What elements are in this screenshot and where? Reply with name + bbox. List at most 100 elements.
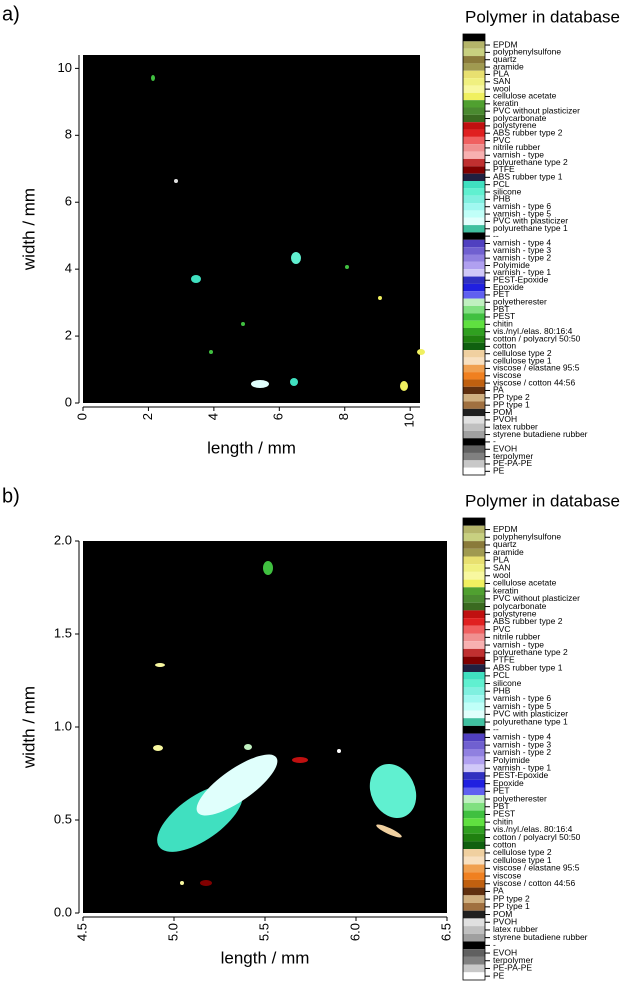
legend-swatch bbox=[463, 122, 485, 130]
legend-swatch bbox=[463, 702, 485, 711]
legend-swatch bbox=[463, 972, 485, 980]
legend-swatch bbox=[463, 533, 485, 542]
legend-swatch bbox=[463, 556, 485, 565]
legend-swatch bbox=[463, 416, 485, 424]
legend-label: varnish - type 5 bbox=[493, 208, 551, 218]
y-tick-label: 10 bbox=[58, 60, 72, 75]
legend-swatch bbox=[463, 269, 485, 277]
legend-label: cellulose acetate bbox=[493, 91, 557, 101]
legend-label: PP type 1 bbox=[493, 399, 530, 409]
legend-swatch bbox=[463, 445, 485, 453]
legend-swatch bbox=[463, 810, 485, 819]
x-tick-label: 10 bbox=[402, 413, 417, 427]
legend-label: silicone bbox=[493, 678, 522, 688]
y-tick-label: 1.0 bbox=[54, 718, 72, 733]
legend-label: nitrile rubber bbox=[493, 632, 540, 642]
legend-label: viscose / cotton 44:56 bbox=[493, 377, 575, 387]
legend-swatch bbox=[463, 903, 485, 911]
legend-title: Polymer in database bbox=[465, 7, 620, 26]
legend-swatch bbox=[463, 833, 485, 842]
legend-swatch bbox=[463, 195, 485, 204]
legend-swatch bbox=[463, 423, 485, 431]
legend-swatch bbox=[463, 232, 485, 240]
legend-label: styrene butadiene rubber bbox=[493, 429, 588, 439]
legend-swatch bbox=[463, 941, 485, 950]
legend-label: viscose / elastane 95:5 bbox=[493, 863, 580, 873]
y-tick-label: 0.0 bbox=[54, 904, 72, 919]
colorbar-top bbox=[463, 34, 485, 42]
legend-label: polyurethane type 1 bbox=[493, 716, 568, 726]
legend-label: ABS rubber type 1 bbox=[493, 172, 563, 182]
legend-label: viscose bbox=[493, 870, 522, 880]
legend-label: polyurethane type 1 bbox=[493, 223, 568, 233]
legend-label: EPDM bbox=[493, 39, 518, 49]
x-tick-label: 4 bbox=[205, 413, 220, 420]
legend-label: quartz bbox=[493, 54, 517, 64]
legend-swatch bbox=[463, 656, 485, 665]
legend-swatch bbox=[463, 254, 485, 262]
y-tick-label: 4 bbox=[65, 261, 72, 276]
legend-swatch bbox=[463, 749, 485, 757]
legend-label: PVC bbox=[493, 624, 510, 634]
legend-swatch bbox=[463, 764, 485, 773]
legend-swatch bbox=[463, 710, 485, 719]
legend-swatch bbox=[463, 841, 485, 850]
legend-swatch bbox=[463, 579, 485, 588]
legend-label: wool bbox=[492, 83, 511, 93]
legend-label: PP type 1 bbox=[493, 901, 530, 911]
legend-swatch bbox=[463, 864, 485, 873]
legend-label: cotton / polyacryl 50:50 bbox=[493, 832, 581, 842]
legend-label: PEST-Epoxide bbox=[493, 274, 549, 284]
legend-label: PCL bbox=[493, 179, 510, 189]
legend-label: varnish - type 2 bbox=[493, 747, 551, 757]
legend-label: aramide bbox=[493, 61, 524, 71]
legend-label: PTFE bbox=[493, 164, 515, 174]
legend-label: PVC bbox=[493, 135, 510, 145]
legend-swatch bbox=[463, 247, 485, 255]
legend-label: keratin bbox=[493, 585, 519, 595]
legend-label: EPDM bbox=[493, 524, 518, 534]
legend-label: PE bbox=[493, 970, 505, 980]
legend-label: quartz bbox=[493, 539, 517, 549]
y-tick-label: 1.5 bbox=[54, 625, 72, 640]
legend-swatch bbox=[463, 401, 485, 409]
legend-label: terpolymer bbox=[493, 451, 533, 461]
legend-label: -- bbox=[493, 724, 499, 734]
legend-swatch bbox=[463, 430, 485, 439]
legend-swatch bbox=[463, 129, 485, 137]
x-tick-label: 2 bbox=[140, 413, 155, 420]
legend-swatch bbox=[463, 408, 485, 417]
x-tick-label: 6.5 bbox=[438, 923, 453, 941]
legend-swatch bbox=[463, 210, 485, 218]
legend-swatch bbox=[463, 217, 485, 226]
legend-label: polycarbonate bbox=[493, 113, 547, 123]
legend-label: -- bbox=[493, 230, 499, 240]
legend-label: Epoxide bbox=[493, 778, 524, 788]
x-tick-label: 8 bbox=[336, 413, 351, 420]
legend-swatch bbox=[463, 887, 485, 896]
legend-swatch bbox=[463, 467, 485, 475]
legend-label: - bbox=[493, 940, 496, 950]
legend-label: varnish - type 1 bbox=[493, 267, 551, 277]
legend-label: PE-PA-PE bbox=[493, 458, 532, 468]
legend-swatch bbox=[463, 964, 485, 973]
legend-swatch bbox=[463, 956, 485, 965]
legend-swatch bbox=[463, 48, 485, 57]
legend-swatch bbox=[463, 625, 485, 634]
y-axis-label: width / mm bbox=[19, 686, 38, 769]
legend-label: cellulose type 1 bbox=[493, 355, 552, 365]
legend-swatch bbox=[463, 181, 485, 189]
legend-label: polyetherester bbox=[493, 793, 547, 803]
legend-swatch bbox=[463, 725, 485, 734]
legend-swatch bbox=[463, 78, 485, 86]
image-area bbox=[83, 55, 420, 403]
legend-label: cellulose type 1 bbox=[493, 855, 552, 865]
legend-label: PA bbox=[493, 886, 504, 896]
x-tick-label: 5.5 bbox=[256, 923, 271, 941]
colorbar-frame bbox=[462, 33, 486, 476]
legend-label: terpolymer bbox=[493, 955, 533, 965]
y-tick-label: 0 bbox=[65, 394, 72, 409]
legend-label: cellulose type 2 bbox=[493, 348, 552, 358]
legend-label: varnish - type 6 bbox=[493, 693, 551, 703]
legend-label: polyetherester bbox=[493, 297, 547, 307]
